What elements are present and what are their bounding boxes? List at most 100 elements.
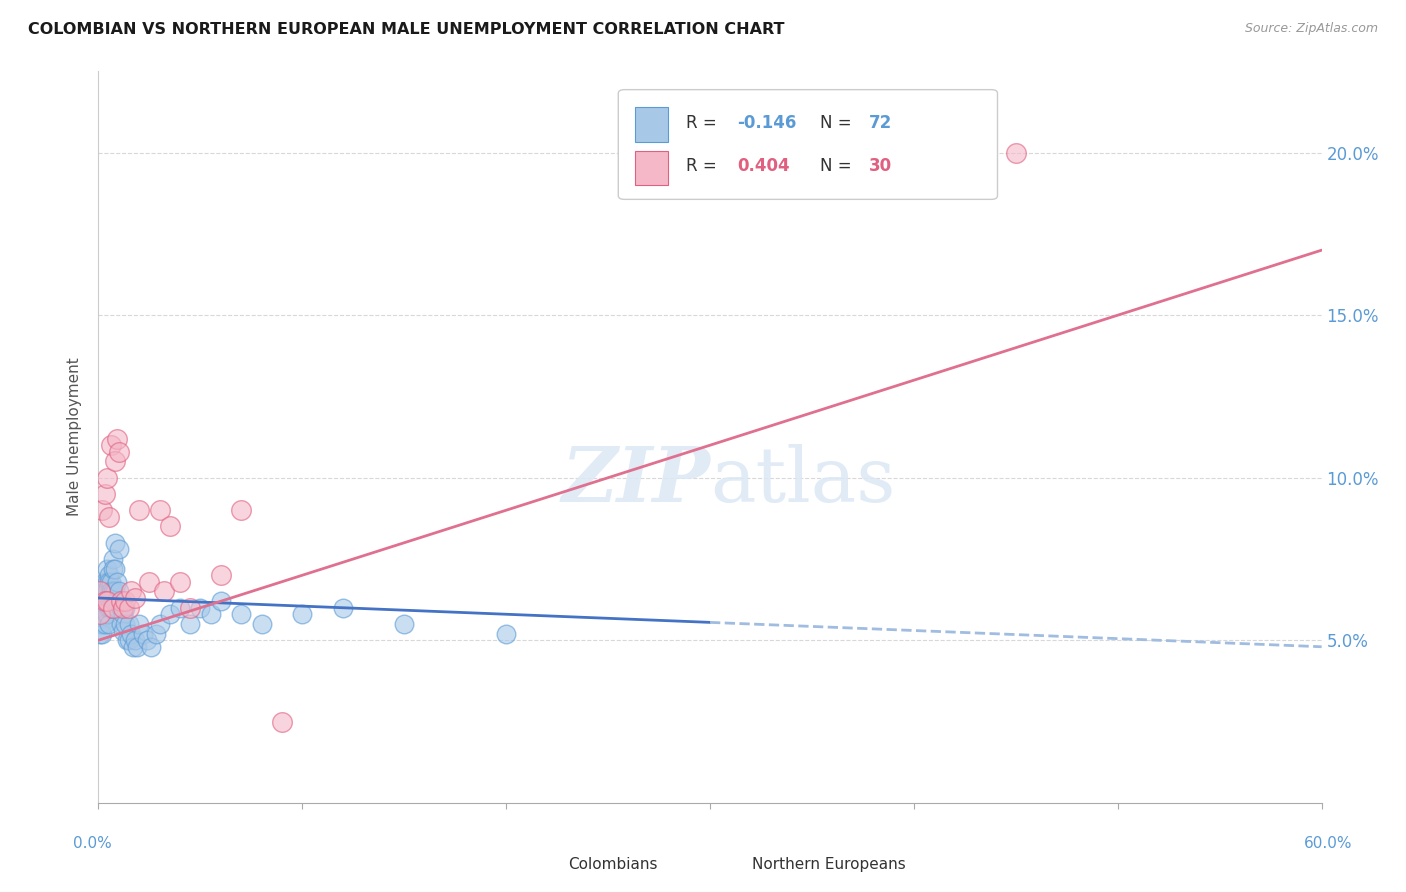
Text: COLOMBIAN VS NORTHERN EUROPEAN MALE UNEMPLOYMENT CORRELATION CHART: COLOMBIAN VS NORTHERN EUROPEAN MALE UNEM… — [28, 22, 785, 37]
Text: R =: R = — [686, 113, 721, 131]
Point — [97, 617, 120, 632]
Point — [141, 640, 163, 654]
Text: N =: N = — [820, 113, 858, 131]
Text: Source: ZipAtlas.com: Source: ZipAtlas.com — [1244, 22, 1378, 36]
Point — [96, 562, 118, 576]
Point — [118, 633, 141, 648]
FancyBboxPatch shape — [714, 851, 744, 880]
Point — [118, 600, 141, 615]
Point — [91, 503, 114, 517]
Text: 72: 72 — [869, 113, 893, 131]
Point — [169, 600, 191, 615]
Y-axis label: Male Unemployment: Male Unemployment — [67, 358, 83, 516]
Point — [96, 471, 118, 485]
Point — [128, 503, 150, 517]
FancyBboxPatch shape — [619, 90, 997, 200]
Point — [231, 503, 253, 517]
Point — [105, 432, 128, 446]
Point — [110, 600, 132, 615]
Point — [101, 552, 124, 566]
Point — [128, 617, 150, 632]
Point — [91, 617, 114, 632]
Point — [111, 600, 134, 615]
Point — [114, 594, 136, 608]
Point — [91, 581, 114, 595]
Point — [96, 594, 118, 608]
Point — [110, 617, 132, 632]
Point — [120, 626, 142, 640]
Point — [101, 562, 124, 576]
Point — [96, 600, 118, 615]
Point — [97, 591, 120, 605]
Point — [93, 574, 115, 589]
Point — [101, 600, 124, 615]
FancyBboxPatch shape — [636, 107, 668, 142]
FancyBboxPatch shape — [531, 851, 561, 880]
Point — [250, 617, 273, 632]
Point — [188, 600, 212, 615]
Point — [89, 600, 111, 615]
Point — [392, 617, 416, 632]
Point — [93, 487, 115, 501]
Point — [108, 584, 131, 599]
Text: atlas: atlas — [710, 444, 896, 518]
Point — [89, 626, 111, 640]
Point — [96, 584, 118, 599]
Point — [100, 574, 122, 589]
Point — [127, 640, 149, 654]
Point — [159, 519, 181, 533]
Point — [152, 584, 174, 599]
Point — [136, 633, 159, 648]
Point — [89, 591, 111, 605]
Point — [104, 584, 127, 599]
Point — [89, 617, 111, 632]
FancyBboxPatch shape — [636, 151, 668, 186]
Point — [122, 640, 145, 654]
Point — [110, 594, 132, 608]
Point — [89, 584, 111, 599]
Point — [138, 574, 160, 589]
Point — [169, 574, 191, 589]
Point — [179, 617, 201, 632]
Point — [100, 600, 122, 615]
Text: N =: N = — [820, 158, 858, 176]
Point — [89, 607, 111, 622]
Point — [93, 584, 115, 599]
Point — [118, 617, 141, 632]
Point — [101, 600, 124, 615]
Point — [97, 509, 120, 524]
Text: 0.0%: 0.0% — [73, 836, 111, 851]
Point — [111, 607, 134, 622]
Point — [93, 591, 115, 605]
Point — [179, 600, 201, 615]
Point — [149, 617, 172, 632]
Point — [145, 626, 167, 640]
Point — [108, 542, 131, 557]
Point — [91, 626, 114, 640]
Point — [114, 617, 136, 632]
Point — [124, 633, 146, 648]
Point — [124, 591, 146, 605]
Point — [108, 444, 131, 458]
Point — [93, 607, 115, 622]
Point — [91, 600, 114, 615]
Point — [105, 574, 128, 589]
Text: 60.0%: 60.0% — [1303, 836, 1353, 851]
Text: R =: R = — [686, 158, 721, 176]
Point — [93, 617, 115, 632]
Point — [89, 607, 111, 622]
Text: Colombians: Colombians — [568, 857, 658, 872]
Point — [96, 607, 118, 622]
Point — [93, 594, 115, 608]
Text: -0.146: -0.146 — [737, 113, 796, 131]
Point — [97, 568, 120, 582]
Point — [132, 626, 155, 640]
Point — [93, 600, 115, 615]
Point — [91, 610, 114, 624]
Point — [115, 633, 138, 648]
Point — [291, 607, 314, 622]
Point — [120, 584, 142, 599]
Text: 0.404: 0.404 — [737, 158, 790, 176]
Text: ZIP: ZIP — [561, 444, 710, 518]
Point — [91, 591, 114, 605]
